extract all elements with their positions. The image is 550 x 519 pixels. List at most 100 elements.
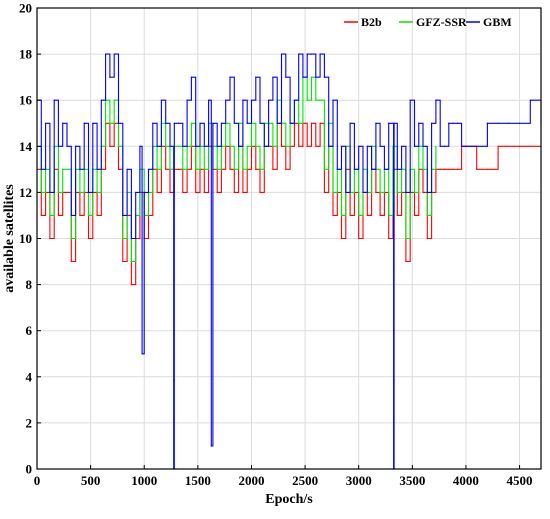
data-point <box>426 214 428 217</box>
data-point <box>40 214 42 217</box>
data-point <box>203 191 205 193</box>
data-point <box>44 122 47 124</box>
legend-label: GFZ-SSR <box>416 15 467 29</box>
series-lines <box>36 53 542 470</box>
data-point <box>486 168 488 170</box>
data-point <box>135 191 137 193</box>
data-point <box>117 145 120 147</box>
data-point <box>177 168 180 170</box>
data-point <box>75 145 77 147</box>
data-point <box>246 145 248 147</box>
x-tick-label: 3500 <box>399 473 425 488</box>
data-point <box>233 122 235 124</box>
data-point <box>92 122 94 124</box>
data-point <box>156 168 158 170</box>
data-point <box>439 145 441 147</box>
data-point <box>379 214 381 217</box>
y-axis-title: available satellites <box>2 184 17 293</box>
data-point <box>456 122 458 124</box>
data-point <box>182 191 184 193</box>
data-point <box>216 145 218 147</box>
data-point <box>396 214 398 217</box>
data-point <box>310 76 313 78</box>
data-point <box>306 99 308 101</box>
data-point <box>49 191 51 193</box>
data-point <box>139 145 141 147</box>
y-tick-label: 20 <box>19 1 32 16</box>
data-point <box>400 145 403 147</box>
data-point <box>195 168 197 170</box>
data-point <box>182 168 184 170</box>
data-point <box>62 122 64 124</box>
data-point <box>332 214 334 217</box>
data-point <box>169 191 171 193</box>
data-point <box>96 214 98 217</box>
data-point <box>280 53 283 55</box>
data-point <box>323 168 325 170</box>
data-point <box>319 122 321 124</box>
data-point <box>152 122 154 124</box>
data-point <box>49 237 51 240</box>
data-point <box>518 145 521 147</box>
data-point <box>66 168 68 170</box>
data-point <box>349 122 351 124</box>
data-point <box>70 214 72 217</box>
data-point <box>100 99 102 101</box>
data-point <box>216 191 218 193</box>
data-point <box>212 122 214 124</box>
data-point <box>96 168 98 170</box>
data-point <box>216 168 218 170</box>
data-point <box>418 122 420 124</box>
data-point <box>268 99 270 101</box>
data-point <box>396 168 398 170</box>
data-point <box>435 145 437 147</box>
data-point <box>57 145 60 147</box>
data-point <box>486 122 488 124</box>
data-point <box>358 145 360 147</box>
data-point <box>220 122 223 124</box>
data-point <box>319 99 321 101</box>
x-tick-label: 4500 <box>507 473 533 488</box>
data-point <box>109 76 111 78</box>
data-point <box>62 168 64 170</box>
data-point <box>310 53 313 55</box>
y-tick-label: 6 <box>26 323 33 338</box>
data-point <box>122 237 124 240</box>
data-point <box>79 168 81 170</box>
data-point <box>87 214 90 217</box>
data-point <box>66 145 68 147</box>
data-point <box>422 168 424 170</box>
data-point <box>165 168 167 170</box>
data-point <box>122 214 124 217</box>
data-point <box>461 145 463 147</box>
data-point <box>358 237 360 240</box>
x-tick-label: 500 <box>81 473 101 488</box>
data-point <box>315 76 317 78</box>
data-point <box>456 168 458 170</box>
data-point <box>173 122 175 124</box>
data-point <box>298 145 300 147</box>
data-point <box>122 260 124 263</box>
data-point <box>117 168 120 170</box>
data-point <box>229 76 231 78</box>
data-point <box>310 122 313 124</box>
legend: B2b GFZ-SSR GBM <box>344 15 512 29</box>
data-point <box>332 99 334 101</box>
data-point <box>319 53 321 55</box>
data-point <box>66 191 68 193</box>
data-point <box>529 145 531 147</box>
data-point <box>340 237 343 240</box>
data-point <box>280 145 283 147</box>
data-point <box>259 122 261 124</box>
data-point <box>448 122 450 124</box>
data-point <box>225 99 227 101</box>
data-point <box>465 145 467 147</box>
y-tick-label: 8 <box>26 277 33 292</box>
data-point <box>422 191 424 193</box>
data-point <box>358 214 360 217</box>
data-point <box>79 214 81 217</box>
data-point <box>383 168 386 170</box>
series-line-3 <box>37 53 542 470</box>
data-point <box>435 99 437 101</box>
data-point <box>229 168 231 170</box>
